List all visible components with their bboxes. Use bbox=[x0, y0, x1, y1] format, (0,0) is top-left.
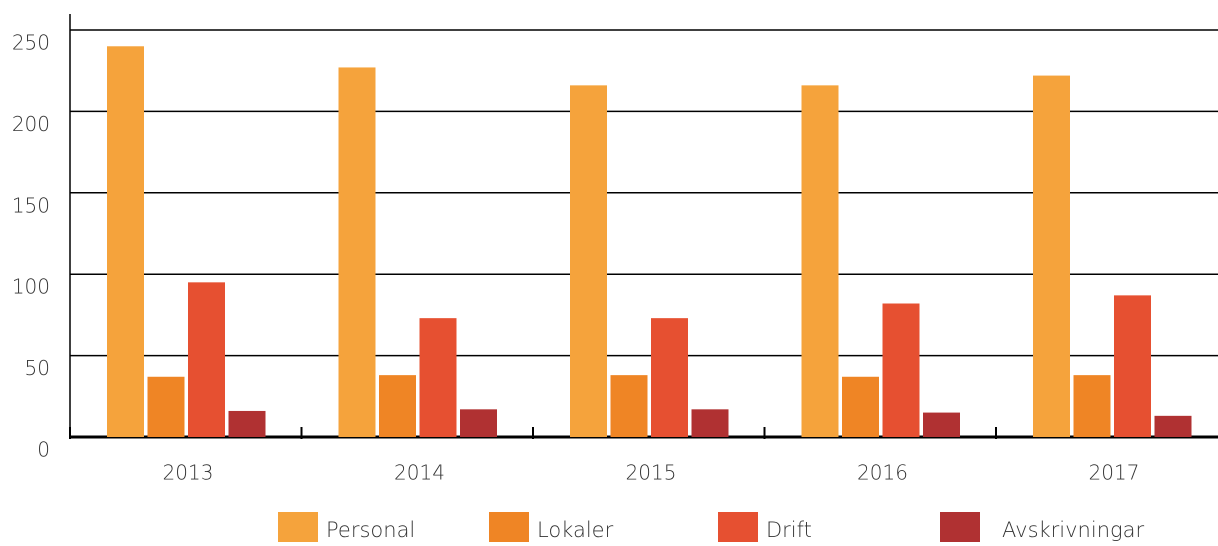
bar bbox=[923, 412, 960, 437]
bar bbox=[651, 318, 688, 437]
legend-swatch bbox=[718, 512, 758, 544]
bar bbox=[228, 410, 266, 437]
legend-label: Personal bbox=[326, 518, 415, 542]
legend-swatch bbox=[278, 512, 318, 544]
legend-swatch bbox=[940, 512, 980, 544]
bar bbox=[1154, 415, 1192, 437]
legend-label: Lokaler bbox=[537, 518, 614, 542]
x-tick-label: 2014 bbox=[394, 461, 445, 485]
bar bbox=[188, 282, 225, 437]
x-tick-label: 2013 bbox=[163, 461, 214, 485]
x-tick-label: 2017 bbox=[1089, 461, 1140, 485]
legend-swatch bbox=[489, 512, 529, 544]
bar bbox=[338, 67, 376, 437]
bar bbox=[842, 376, 879, 437]
legend-label: Avskrivningar bbox=[1002, 518, 1144, 542]
bar bbox=[691, 409, 729, 437]
bar bbox=[610, 375, 648, 437]
bar bbox=[107, 46, 144, 437]
y-tick-label: 50 bbox=[25, 356, 50, 380]
x-tick-label: 2015 bbox=[626, 461, 677, 485]
bar bbox=[801, 85, 839, 438]
y-tick-label: 100 bbox=[12, 275, 50, 299]
bar bbox=[379, 375, 416, 437]
bar bbox=[419, 318, 457, 437]
bar bbox=[460, 409, 497, 437]
bar bbox=[1073, 375, 1111, 437]
bar bbox=[882, 303, 920, 437]
y-tick-label: 200 bbox=[12, 112, 50, 136]
bar bbox=[570, 85, 607, 438]
legend-label: Drift bbox=[766, 518, 812, 542]
y-tick-label: 0 bbox=[37, 438, 50, 462]
y-tick-label: 150 bbox=[12, 193, 50, 217]
bar bbox=[1033, 75, 1070, 438]
bar bbox=[147, 376, 185, 437]
bar bbox=[1114, 295, 1151, 437]
x-tick-label: 2016 bbox=[857, 461, 908, 485]
y-tick-label: 250 bbox=[12, 31, 50, 55]
